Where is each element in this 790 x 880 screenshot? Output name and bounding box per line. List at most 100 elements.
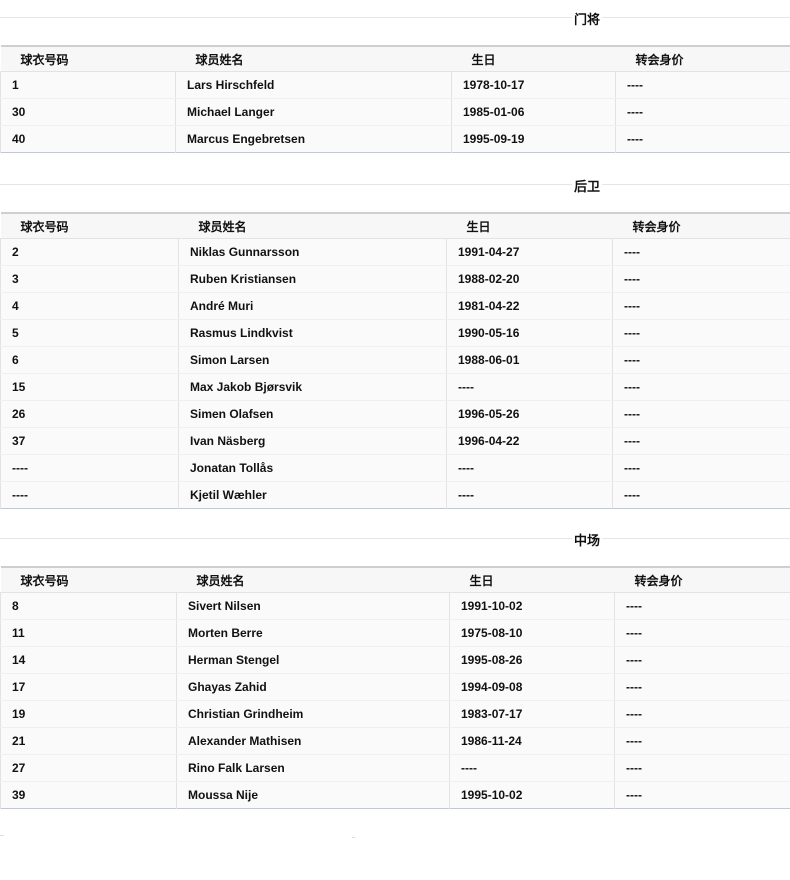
- title-divider: [0, 17, 790, 18]
- cell-birthdate: 1985-01-06: [451, 98, 616, 126]
- cell-transfer-value: ----: [614, 592, 790, 620]
- table-row: ---- Jonatan Tollås ---- ----: [0, 454, 790, 482]
- header-row: 球衣号码 球员姓名 生日 转会身价: [0, 213, 790, 239]
- cell-transfer-value: ----: [612, 454, 790, 482]
- cell-transfer-value: ----: [612, 319, 790, 347]
- table-row: 5 Rasmus Lindkvist 1990-05-16 ----: [0, 319, 790, 347]
- cell-player-name: Max Jakob Bjørsvik: [178, 373, 447, 401]
- header-row: 球衣号码 球员姓名 生日 转会身价: [0, 46, 790, 72]
- cell-player-name: André Muri: [178, 292, 447, 320]
- cell-number: 27: [0, 754, 177, 782]
- title-divider: [0, 538, 790, 539]
- header-birthdate: 生日: [446, 213, 613, 239]
- cell-transfer-value: ----: [614, 619, 790, 647]
- cell-number: 39: [0, 781, 177, 809]
- table-row: 8 Sivert Nilsen 1991-10-02 ----: [0, 592, 790, 620]
- cell-birthdate: 1983-07-17: [449, 700, 615, 728]
- cell-birthdate: 1994-09-08: [449, 673, 615, 701]
- cell-number: 17: [0, 673, 177, 701]
- player-table: 球衣号码 球员姓名 生日 转会身价 8 Sivert Nilsen 1991-10-02 --…: [0, 566, 790, 809]
- cell-transfer-value: ----: [612, 373, 790, 401]
- header-name: 球员姓名: [176, 567, 450, 593]
- cell-player-name: Michael Langer: [175, 98, 452, 126]
- table-row: 11 Morten Berre 1975-08-10 ----: [0, 619, 790, 647]
- cell-player-name: Morten Berre: [176, 619, 450, 647]
- cell-number: 3: [0, 265, 179, 293]
- cell-player-name: Ghayas Zahid: [176, 673, 450, 701]
- header-number: 球衣号码: [0, 213, 179, 239]
- cell-transfer-value: ----: [612, 346, 790, 374]
- header-number: 球衣号码: [0, 46, 176, 72]
- cell-player-name: Christian Grindheim: [176, 700, 450, 728]
- cell-birthdate: 1986-11-24: [449, 727, 615, 755]
- header-transfer-value: 转会身价: [614, 567, 790, 593]
- cell-player-name: Jonatan Tollås: [178, 454, 447, 482]
- table-row: 30 Michael Langer 1985-01-06 ----: [0, 98, 790, 126]
- player-table: 球衣号码 球员姓名 生日 转会身价 1 Lars Hirschfeld 1978-10-17…: [0, 45, 790, 153]
- cell-birthdate: 1988-02-20: [446, 265, 613, 293]
- table-row: 2 Niklas Gunnarsson 1991-04-27 ----: [0, 238, 790, 266]
- cell-player-name: Alexander Mathisen: [176, 727, 450, 755]
- table-row: 17 Ghayas Zahid 1994-09-08 ----: [0, 673, 790, 701]
- header-number: 球衣号码: [0, 567, 177, 593]
- cell-number: 40: [0, 125, 176, 153]
- table-row: 37 Ivan Näsberg 1996-04-22 ----: [0, 427, 790, 455]
- table-row: 21 Alexander Mathisen 1986-11-24 ----: [0, 727, 790, 755]
- cell-birthdate: 1995-10-02: [449, 781, 615, 809]
- cell-transfer-value: ----: [612, 238, 790, 266]
- table-row: 1 Lars Hirschfeld 1978-10-17 ----: [0, 71, 790, 99]
- section-title: 后卫: [572, 176, 603, 195]
- table-row: ---- Kjetil Wæhler ---- ----: [0, 481, 790, 509]
- header-birthdate: 生日: [449, 567, 615, 593]
- cell-player-name: Herman Stengel: [176, 646, 450, 674]
- table-row: 4 André Muri 1981-04-22 ----: [0, 292, 790, 320]
- header-name: 球员姓名: [178, 213, 447, 239]
- header-name: 球员姓名: [175, 46, 452, 72]
- cell-number: 19: [0, 700, 177, 728]
- table-row: 15 Max Jakob Bjørsvik ---- ----: [0, 373, 790, 401]
- header-row: 球衣号码 球员姓名 生日 转会身价: [0, 567, 790, 593]
- table-row: 3 Ruben Kristiansen 1988-02-20 ----: [0, 265, 790, 293]
- table-row: 40 Marcus Engebretsen 1995-09-19 ----: [0, 125, 790, 153]
- title-divider: [0, 184, 790, 185]
- table-row: 39 Moussa Nije 1995-10-02 ----: [0, 781, 790, 809]
- cell-player-name: Kjetil Wæhler: [178, 481, 447, 509]
- cell-transfer-value: ----: [614, 754, 790, 782]
- cell-player-name: Simen Olafsen: [178, 400, 447, 428]
- cell-birthdate: 1995-08-26: [449, 646, 615, 674]
- cell-birthdate: 1996-04-22: [446, 427, 613, 455]
- cell-number: 37: [0, 427, 179, 455]
- header-transfer-value: 转会身价: [612, 213, 790, 239]
- cell-number: 11: [0, 619, 177, 647]
- cell-transfer-value: ----: [612, 265, 790, 293]
- cell-number: 15: [0, 373, 179, 401]
- cell-number: ----: [0, 454, 179, 482]
- table-row: 14 Herman Stengel 1995-08-26 ----: [0, 646, 790, 674]
- cell-transfer-value: ----: [615, 125, 790, 153]
- cell-transfer-value: ----: [612, 292, 790, 320]
- cell-birthdate: 1991-04-27: [446, 238, 613, 266]
- cell-birthdate: 1996-05-26: [446, 400, 613, 428]
- cell-birthdate: 1990-05-16: [446, 319, 613, 347]
- cell-player-name: Lars Hirschfeld: [175, 71, 452, 99]
- cell-player-name: Simon Larsen: [178, 346, 447, 374]
- cell-transfer-value: ----: [614, 673, 790, 701]
- divider-fragment: [0, 835, 4, 836]
- player-table: 球衣号码 球员姓名 生日 转会身价 2 Niklas Gunnarsson 1991-04-…: [0, 212, 790, 509]
- section-title: 门将: [572, 9, 603, 28]
- cell-number: ----: [0, 481, 179, 509]
- cell-transfer-value: ----: [615, 71, 790, 99]
- table-row: 19 Christian Grindheim 1983-07-17 ----: [0, 700, 790, 728]
- cell-birthdate: ----: [449, 754, 615, 782]
- cell-number: 4: [0, 292, 179, 320]
- cell-number: 30: [0, 98, 176, 126]
- divider-fragment: [352, 837, 355, 838]
- cell-number: 14: [0, 646, 177, 674]
- cell-birthdate: 1988-06-01: [446, 346, 613, 374]
- cell-birthdate: 1995-09-19: [451, 125, 616, 153]
- cell-birthdate: 1981-04-22: [446, 292, 613, 320]
- cell-number: 21: [0, 727, 177, 755]
- cell-number: 1: [0, 71, 176, 99]
- cell-number: 5: [0, 319, 179, 347]
- cell-player-name: Rasmus Lindkvist: [178, 319, 447, 347]
